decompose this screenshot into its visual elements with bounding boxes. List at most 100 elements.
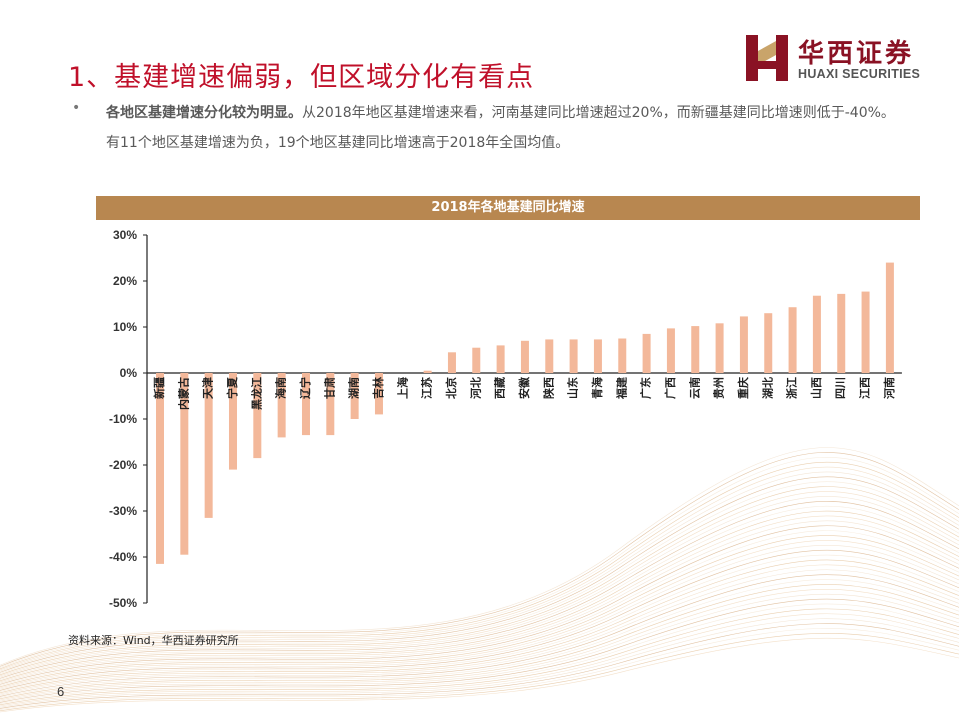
wave-line (0, 535, 959, 688)
wave-line (0, 540, 959, 689)
category-label: 广西 (663, 377, 677, 399)
bar-重庆 (739, 316, 748, 373)
category-label: 西藏 (493, 377, 507, 399)
bar-西藏 (496, 345, 505, 373)
company-logo: 华西证券 HUAXI SECURITIES (746, 33, 946, 85)
bar-吉林 (374, 373, 383, 415)
category-label: 山东 (566, 377, 580, 399)
wave-line (0, 569, 959, 696)
category-label: 浙江 (785, 377, 799, 399)
wave-line (0, 628, 959, 710)
bar-江苏 (423, 370, 432, 373)
category-label: 河北 (468, 377, 482, 399)
wave-line (0, 505, 959, 680)
page-number: 6 (57, 684, 65, 699)
y-tick-label: -30% (109, 504, 137, 518)
category-label: 宁夏 (225, 376, 239, 399)
wave-line (0, 589, 959, 701)
logo-chinese-name: 华西证券 (798, 39, 915, 69)
wave-line (0, 457, 959, 668)
bar-贵州 (715, 323, 724, 373)
category-label: 贵州 (712, 377, 726, 399)
wave-line (0, 579, 959, 698)
wave-line (0, 637, 959, 713)
wave-line (0, 559, 959, 694)
wave-line (0, 486, 959, 676)
huaxi-logo-icon (746, 35, 788, 81)
bar-湖北 (764, 313, 773, 373)
category-label: 新疆 (152, 377, 166, 399)
bar-内蒙古 (180, 373, 189, 555)
bullet-body: 从2018年地区基建增速来看，河南基建同比增速超过20%，而新疆基建同比增速则低… (106, 105, 895, 151)
y-tick-label: 0% (120, 366, 138, 380)
wave-line (0, 466, 959, 671)
category-label: 云南 (687, 377, 701, 399)
category-label: 海南 (274, 377, 288, 399)
bar-广西 (666, 328, 675, 373)
category-label: 内蒙古 (176, 377, 190, 410)
wave-line (0, 613, 959, 707)
wave-line (0, 584, 959, 700)
bar-辽宁 (301, 373, 310, 436)
y-tick-label: -50% (109, 596, 137, 610)
wave-line (0, 564, 959, 695)
wave-line (0, 476, 959, 673)
y-tick-label: -10% (109, 412, 137, 426)
y-tick-label: 20% (113, 274, 137, 288)
category-label: 重庆 (736, 377, 750, 399)
category-label: 湖南 (347, 377, 361, 399)
wave-line (0, 593, 959, 702)
y-tick-label: -20% (109, 458, 137, 472)
wave-line (0, 633, 959, 712)
bullet-marker: • (72, 100, 81, 116)
wave-line (0, 608, 959, 706)
category-label: 四川 (834, 377, 847, 399)
y-tick-label: 30% (113, 228, 137, 242)
wave-line (0, 462, 959, 670)
wave-line (0, 481, 959, 674)
wave-line (0, 574, 959, 697)
bar-浙江 (788, 307, 797, 373)
bar-北京 (447, 352, 456, 373)
wave-line (0, 544, 959, 690)
wave-line (0, 491, 959, 677)
category-label: 甘肃 (322, 377, 336, 399)
category-label: 江西 (858, 377, 872, 399)
wave-line (0, 623, 959, 709)
bar-河南 (885, 262, 894, 373)
bar-江西 (861, 291, 870, 373)
category-label: 天津 (201, 377, 215, 399)
wave-line (0, 525, 959, 685)
bar-福建 (618, 338, 627, 373)
y-tick-label: 10% (113, 320, 137, 334)
category-label: 广东 (639, 377, 653, 399)
category-label: 山西 (809, 377, 823, 399)
bar-甘肃 (326, 373, 335, 436)
chart-title-bar: 2018年各地基建同比增速 (96, 196, 920, 220)
bar-山东 (569, 339, 578, 373)
source-note: 资料来源：Wind，华西证券研究所 (68, 634, 239, 647)
category-label: 湖北 (760, 377, 774, 399)
wave-line (0, 598, 959, 703)
bar-云南 (691, 326, 700, 373)
bar-广东 (642, 333, 651, 373)
bullet-paragraph: 各地区基建增速分化较为明显。从2018年地区基建增速来看，河南基建同比增速超过2… (106, 98, 896, 158)
category-label: 江苏 (420, 377, 434, 399)
category-label: 吉林 (371, 377, 385, 399)
category-label: 安徽 (517, 376, 531, 399)
wave-line (0, 500, 959, 679)
wave-line (0, 549, 959, 691)
y-tick-label: -40% (109, 550, 137, 564)
bar-黑龙江 (253, 373, 262, 459)
wave-line (0, 554, 959, 692)
bar-青海 (593, 339, 602, 373)
wave-line (0, 447, 959, 666)
bar-新疆 (156, 373, 164, 564)
logo-english-name: HUAXI SECURITIES (798, 67, 921, 81)
bar-陕西 (545, 339, 554, 373)
bullet-bold-lead: 各地区基建增速分化较为明显。 (106, 105, 302, 121)
category-label: 黑龙江 (249, 377, 263, 410)
wave-line (0, 603, 959, 704)
